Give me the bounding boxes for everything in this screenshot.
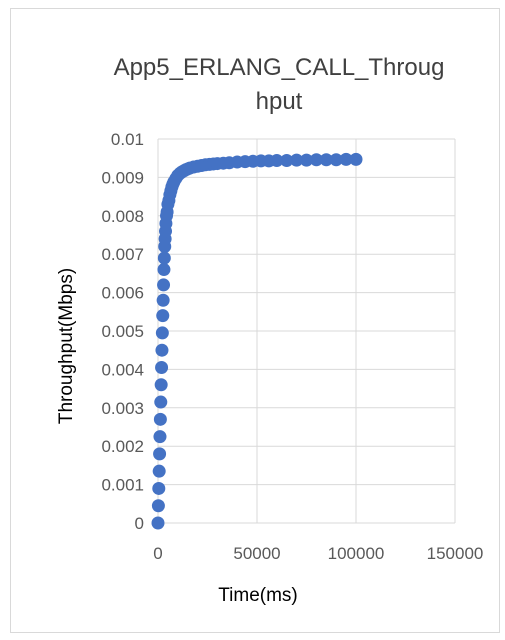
y-tick-label: 0.007 <box>101 245 144 264</box>
data-point <box>153 447 167 461</box>
chart-frame: App5_ERLANG_CALL_Throug hput 0 0.001 0.002… <box>10 8 500 633</box>
data-point <box>319 153 333 167</box>
chart-title-line-2: hput <box>256 88 303 115</box>
data-point <box>155 343 169 357</box>
y-tick-label: 0.002 <box>101 437 144 456</box>
data-point <box>349 152 363 166</box>
data-points <box>151 152 363 530</box>
data-point <box>154 395 168 409</box>
y-tick-label: 0.006 <box>101 284 144 303</box>
data-point <box>280 154 294 168</box>
y-tick-label: 0.004 <box>101 360 144 379</box>
data-point <box>151 499 165 513</box>
data-point <box>154 378 168 392</box>
y-tick-label: 0.01 <box>111 130 144 149</box>
y-tick-label: 0.001 <box>101 476 144 495</box>
y-tick-label: 0.008 <box>101 207 144 226</box>
data-point <box>339 152 353 166</box>
data-point <box>155 326 169 340</box>
data-point <box>157 251 171 265</box>
x-tick-label: 50000 <box>233 544 280 563</box>
data-point <box>290 153 304 167</box>
data-point <box>155 360 169 374</box>
scatter-chart: App5_ERLANG_CALL_Throug hput 0 0.001 0.002… <box>56 54 483 606</box>
x-tick-label: 150000 <box>427 544 484 563</box>
data-point <box>270 154 284 168</box>
y-tick-label: 0.005 <box>101 322 144 341</box>
y-tick-label: 0.009 <box>101 168 144 187</box>
data-point <box>157 263 171 277</box>
data-point <box>152 464 166 478</box>
y-tick-label: 0 <box>135 514 144 533</box>
data-point <box>156 293 170 307</box>
x-axis-title: Time(ms) <box>218 585 298 606</box>
x-tick-label: 0 <box>153 544 162 563</box>
x-tick-label: 100000 <box>328 544 385 563</box>
x-axis-ticks: 0 50000 100000 150000 <box>153 544 483 563</box>
data-point <box>309 153 323 167</box>
chart-title-line-1: App5_ERLANG_CALL_Throug <box>114 54 445 81</box>
data-point <box>153 430 167 444</box>
data-point <box>152 481 166 495</box>
y-tick-label: 0.003 <box>101 399 144 418</box>
data-point <box>329 153 343 167</box>
data-point <box>157 278 171 292</box>
data-point <box>153 412 167 426</box>
data-point <box>156 309 170 323</box>
y-axis-ticks: 0 0.001 0.002 0.003 0.004 0.005 0.006 0.007 0.00… <box>101 130 144 533</box>
gridlines <box>157 138 456 524</box>
data-point <box>300 153 313 167</box>
y-axis-title: Throughput(Mbps) <box>56 268 77 424</box>
data-point <box>151 516 165 530</box>
